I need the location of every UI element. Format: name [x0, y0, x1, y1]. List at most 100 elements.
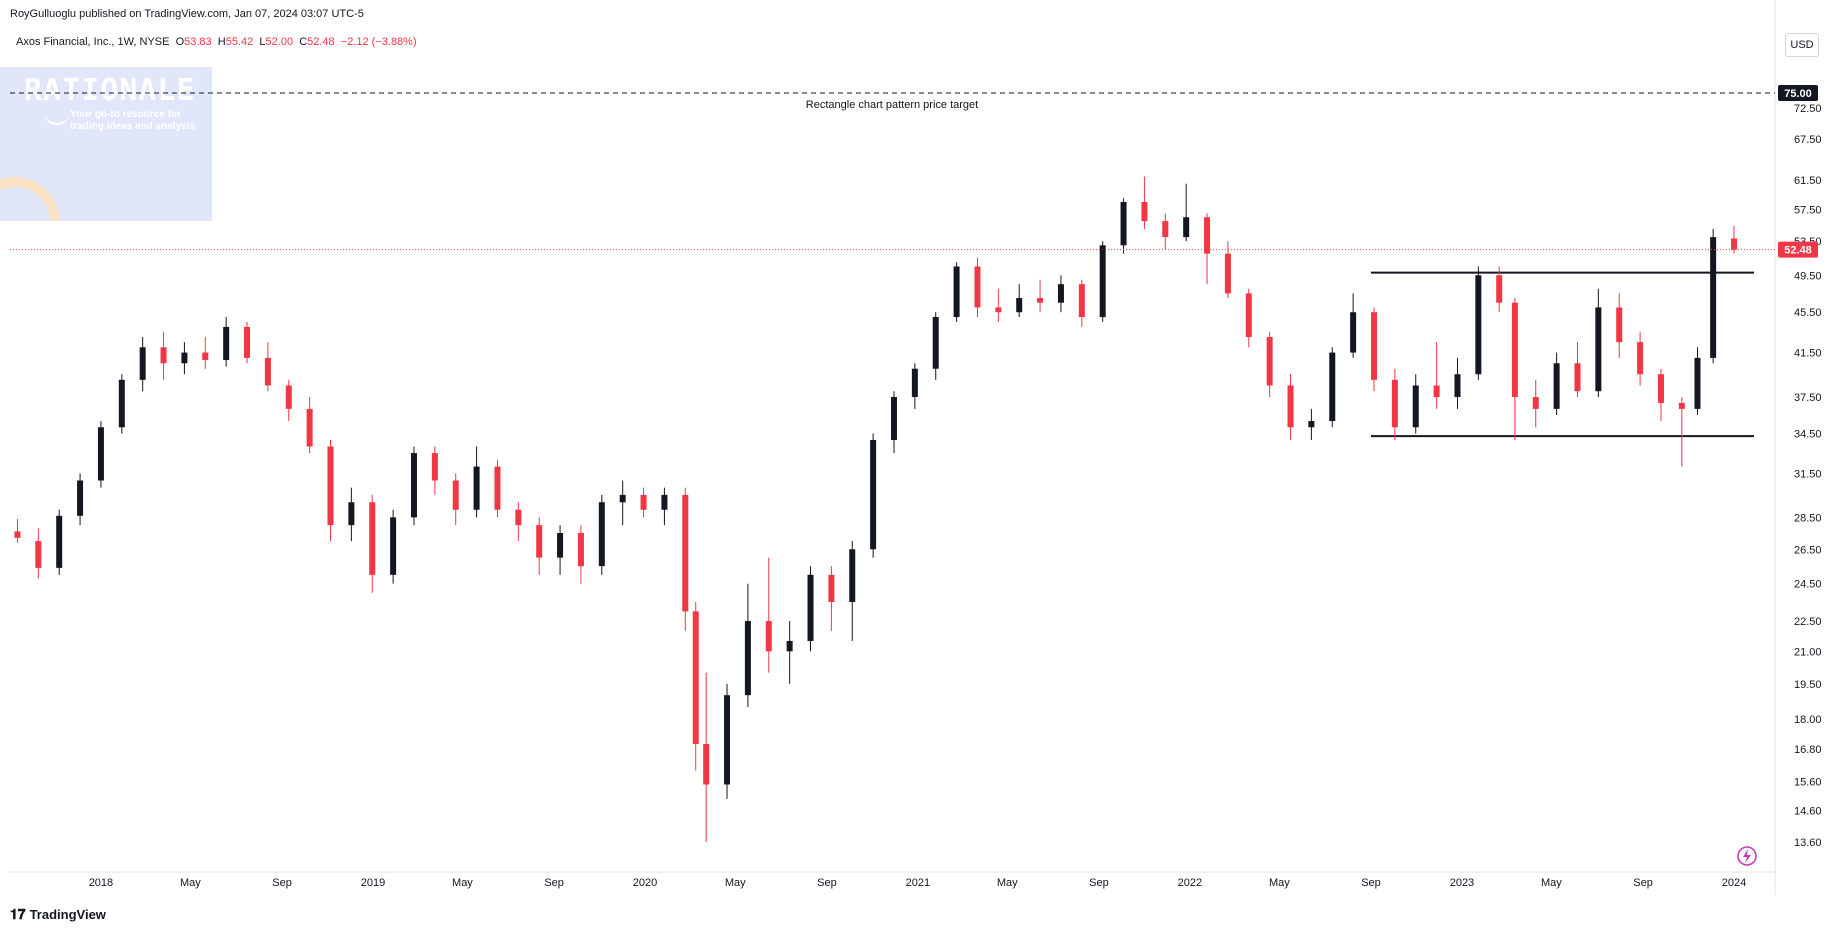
candle-body	[1454, 374, 1461, 398]
x-tick-label: May	[1541, 877, 1562, 889]
x-tick-label: May	[180, 877, 201, 889]
x-tick-label: 2024	[1722, 877, 1746, 889]
candle-body	[1370, 312, 1377, 380]
candle-body	[577, 533, 584, 567]
candle-body	[1266, 336, 1273, 386]
candle-body	[1162, 221, 1169, 238]
x-tick-label: May	[452, 877, 473, 889]
footer-brand-label: TradingView	[29, 907, 106, 922]
target-price-badge	[1778, 85, 1818, 102]
candle-body	[1183, 217, 1190, 238]
y-tick-label: 24.50	[1794, 579, 1822, 591]
candles	[14, 176, 1738, 842]
target-annotation: Rectangle chart pattern price target	[806, 99, 978, 111]
candle-body	[849, 549, 856, 602]
candle-body	[1657, 374, 1664, 403]
candle-body	[1078, 284, 1085, 318]
x-tick-label: Sep	[272, 877, 292, 889]
candle-body	[1694, 357, 1701, 409]
lightning-icon[interactable]	[1736, 845, 1758, 867]
candle-body	[1099, 245, 1106, 318]
target-price-label: 75.00	[1784, 88, 1812, 100]
close-value: 52.48	[307, 36, 335, 48]
candle-body	[264, 357, 271, 386]
x-tick-label: Sep	[544, 877, 564, 889]
x-tick-label: 2019	[361, 877, 385, 889]
candle-body	[1412, 385, 1419, 428]
candle-body	[1496, 275, 1503, 303]
candle-body	[1120, 201, 1127, 246]
x-tick-label: May	[997, 877, 1018, 889]
y-tick-label: 14.60	[1794, 806, 1822, 818]
candle-body	[473, 466, 480, 510]
y-tick-label: 19.50	[1794, 679, 1822, 691]
candle-body	[97, 427, 104, 481]
candle-body	[1224, 253, 1231, 294]
watermark-arrow-icon	[44, 111, 70, 125]
candle-body	[244, 326, 251, 358]
candle-body	[1308, 421, 1315, 428]
candle-body	[1511, 302, 1518, 398]
candle-body	[181, 352, 188, 364]
candle-body	[724, 695, 731, 785]
open-label: O	[175, 36, 185, 48]
y-tick-label: 16.80	[1794, 744, 1822, 756]
candle-body	[1574, 363, 1581, 392]
x-tick-label: 2020	[633, 877, 657, 889]
candle-body	[953, 266, 960, 318]
low-value: 52.00	[265, 36, 294, 48]
y-tick-label: 41.50	[1794, 348, 1822, 360]
candle-body	[1710, 237, 1717, 358]
candle-body	[828, 574, 835, 602]
high-value: 55.42	[225, 36, 254, 48]
close-label: C	[299, 36, 308, 48]
watermark-subtitle: Your go-to resource for trading ideas an…	[70, 109, 196, 132]
y-tick-label: 26.50	[1794, 544, 1822, 556]
candle-body	[327, 446, 334, 526]
x-tick-label: 2021	[906, 877, 930, 889]
candle-body	[807, 574, 814, 641]
candle-body	[1553, 363, 1560, 409]
high-label: H	[217, 36, 226, 48]
x-tick-label: 2022	[1178, 877, 1202, 889]
y-tick-label: 21.00	[1794, 646, 1822, 658]
candle-body	[369, 502, 376, 575]
symbol-legend: Axos Financial, Inc., 1W, NYSE O53.83 H5…	[16, 36, 417, 48]
candle-body	[223, 326, 230, 361]
candle-body	[306, 408, 313, 447]
y-tick-label: 28.50	[1794, 512, 1822, 524]
candle-body	[285, 385, 292, 409]
candle-body	[598, 502, 605, 567]
candle-body	[1141, 201, 1148, 222]
candle-body	[1433, 385, 1440, 398]
candle-body	[995, 307, 1002, 313]
candle-body	[1678, 402, 1685, 409]
open-value: 53.83	[184, 36, 212, 48]
candle-body	[682, 494, 689, 612]
candle-body	[452, 480, 459, 510]
currency-button[interactable]: USD	[1785, 33, 1819, 57]
x-tick-label: Sep	[1633, 877, 1653, 889]
candle-body	[1391, 379, 1398, 428]
candle-body	[870, 439, 877, 550]
candle-body	[703, 743, 710, 785]
x-tick-label: Sep	[817, 877, 837, 889]
candle-body	[765, 621, 772, 652]
candle-body	[431, 453, 438, 481]
candle-body	[77, 480, 84, 516]
x-tick-label: Sep	[1361, 877, 1381, 889]
candle-body	[56, 515, 63, 568]
candle-body	[619, 494, 626, 503]
candle-body	[1616, 307, 1623, 343]
y-tick-label: 61.50	[1794, 175, 1822, 187]
candle-body	[1287, 385, 1294, 428]
candle-body	[515, 509, 522, 526]
candle-body	[557, 533, 564, 558]
candle-body	[118, 379, 125, 428]
footer-brand[interactable]: 𝟏𝟕 TradingView	[10, 906, 106, 923]
candle-body	[786, 640, 793, 652]
candle-body	[890, 397, 897, 440]
price-axis: 13.60 14.60 15.60 16.80 18.00 19.50 21.00 22.50…	[1774, 0, 1822, 895]
candle-body	[536, 525, 543, 558]
